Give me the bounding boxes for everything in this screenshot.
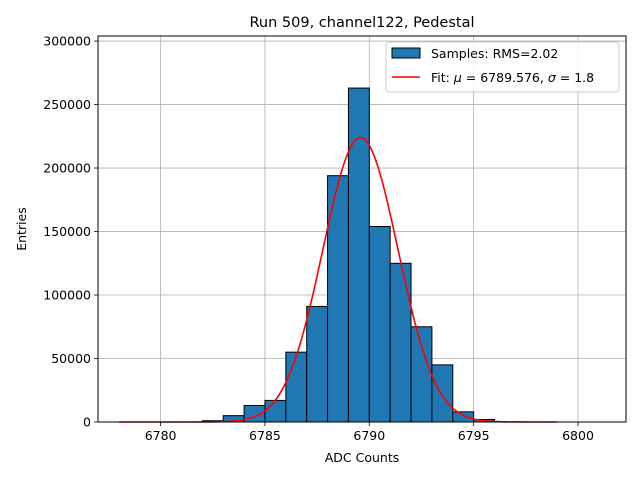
y-tick-label: 100000 [43,288,91,303]
legend-box [385,41,620,93]
legend-fit-sigma: 1.8 [574,70,594,85]
x-tick-label: 6780 [145,428,177,443]
y-tick-label: 300000 [43,34,91,49]
histogram-bar [389,262,412,423]
x-tick-label: 6785 [249,428,281,443]
legend-fit-mu: 6789.576 [480,70,540,85]
histogram-bar [264,399,287,423]
x-axis-label: ADC Counts [325,450,400,465]
y-tick-label: 0 [83,415,91,430]
x-axis-ticks: 6780 6785 6790 6795 6800 [145,422,594,443]
histogram-bar [410,326,433,423]
x-tick-label: 6790 [353,428,385,443]
histogram-bar [285,351,308,423]
legend-samples-label: Samples: RMS=2.02 [431,46,558,61]
histogram-bar [452,411,475,423]
legend: Samples: RMS=2.02 Fit: μ = 6789.576, σ =… [385,41,620,93]
histogram-bar [368,225,391,423]
y-axis-ticks: 0 50000 100000 150000 200000 250000 300000 [43,34,98,430]
plot-frame [97,35,627,423]
chart-title: Run 509, channel122, Pedestal [249,15,474,31]
y-tick-label: 150000 [43,224,91,239]
histogram-bars [201,87,496,423]
x-tick-label: 6795 [458,428,490,443]
histogram-bar [431,364,454,423]
legend-fit-label: Fit: μ = 6789.576, σ = 1.8 [431,70,594,85]
y-tick-label: 50000 [51,351,91,366]
y-tick-label: 250000 [43,97,91,112]
y-axis-label: Entries [14,207,29,251]
legend-samples-swatch [391,47,421,59]
y-tick-label: 200000 [43,161,91,176]
x-tick-label: 6800 [562,428,594,443]
histogram-bar [306,305,329,423]
